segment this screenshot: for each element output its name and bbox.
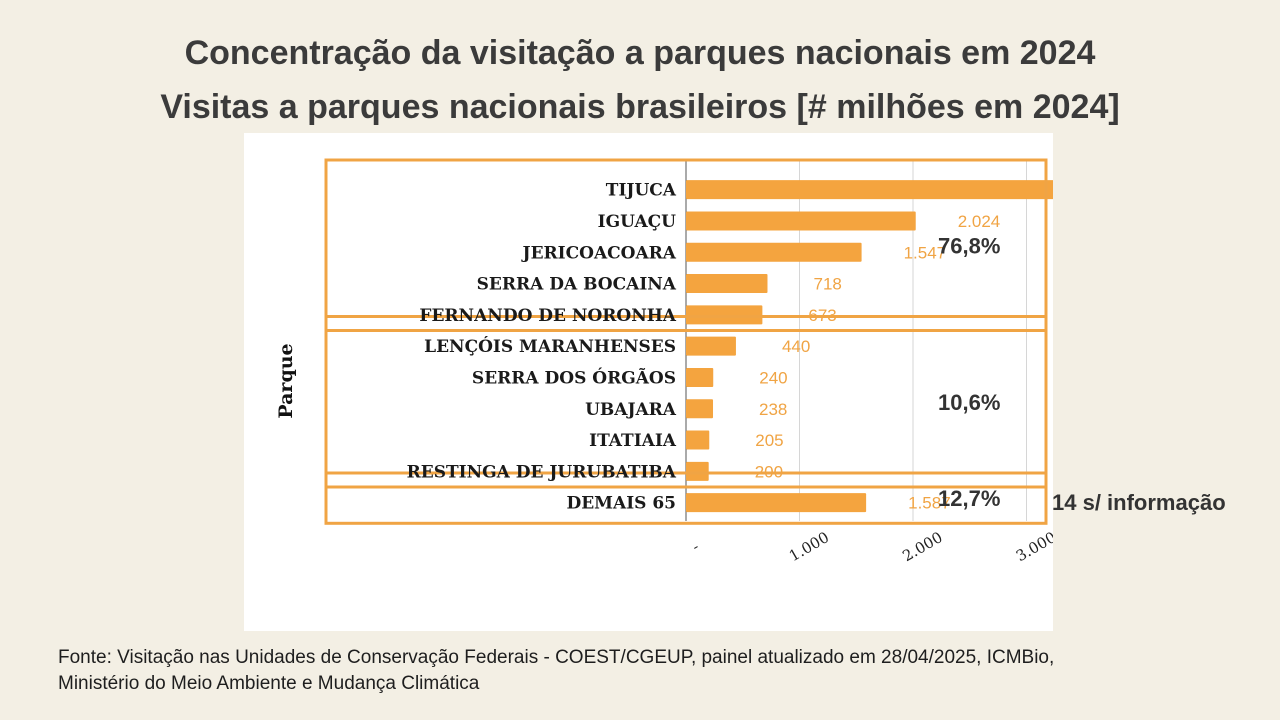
category-label: TIJUCA: [606, 181, 677, 201]
no-info-note: 14 s/ informação: [1052, 490, 1226, 515]
bar: [686, 493, 867, 513]
x-tick-label: -: [689, 538, 702, 556]
chart-title: Concentração da visitação a parques naci…: [184, 34, 1096, 72]
bar: [686, 211, 916, 231]
x-tick-label: 3.000: [1013, 528, 1053, 565]
bar: [686, 430, 710, 450]
bar-layer: [686, 180, 1053, 513]
category-label: ITATIAIA: [589, 431, 677, 451]
bar: [686, 399, 714, 419]
chart-panel: TIJUCA4.659IGUAÇU2.024JERICOACOARA1.547S…: [244, 133, 1053, 631]
bar-chart: TIJUCA4.659IGUAÇU2.024JERICOACOARA1.547S…: [275, 158, 1053, 566]
value-label: 2.024: [958, 212, 1001, 231]
group-share-label: 76,8%: [938, 233, 1000, 258]
x-tick-label: 1.000: [786, 528, 832, 565]
bar: [686, 274, 768, 294]
value-label: 673: [808, 306, 836, 325]
category-label: FERNANDO DE NORONHA: [419, 306, 676, 326]
bar: [686, 336, 736, 356]
bar: [686, 180, 1053, 200]
chart-subtitle: Visitas a parques nacionais brasileiros …: [160, 88, 1120, 126]
bar: [686, 461, 709, 481]
group-share-label: 12,7%: [938, 486, 1000, 511]
category-label: SERRA DA BOCAINA: [477, 275, 677, 295]
category-label: UBAJARA: [585, 400, 677, 420]
value-label: 440: [782, 337, 810, 356]
category-label: IGUAÇU: [598, 212, 676, 232]
text-layer: TIJUCA4.659IGUAÇU2.024JERICOACOARA1.547S…: [275, 181, 1053, 566]
bar: [686, 367, 714, 387]
bar: [686, 305, 763, 325]
value-label: 718: [813, 275, 841, 294]
value-label: 240: [759, 368, 787, 387]
source-line-1: Fonte: Visitação nas Unidades de Conserv…: [58, 647, 1055, 668]
source-note: Fonte: Visitação nas Unidades de Conserv…: [58, 645, 1258, 697]
value-label: 1.547: [904, 243, 947, 262]
bar: [686, 242, 862, 262]
value-label: 205: [755, 431, 783, 450]
x-tick-label: 2.000: [899, 528, 945, 565]
group-box: [324, 158, 1048, 332]
group-box-layer: [324, 158, 1048, 525]
category-label: DEMAIS 65: [566, 494, 676, 514]
category-label: JERICOACOARA: [521, 243, 677, 263]
y-axis-title: Parque: [275, 343, 297, 418]
value-label: 238: [759, 400, 787, 419]
group-share-label: 10,6%: [938, 390, 1000, 415]
category-label: LENÇÓIS MARANHENSES: [424, 336, 676, 357]
group-box: [324, 315, 1048, 489]
category-label: RESTINGA DE JURUBATIBA: [407, 462, 677, 482]
category-label: SERRA DOS ÓRGÃOS: [472, 366, 676, 388]
group-box: [324, 471, 1048, 525]
source-line-2: Ministério do Meio Ambiente e Mudança Cl…: [58, 673, 480, 694]
value-label: 1.587: [908, 494, 951, 513]
value-label: 200: [755, 462, 783, 481]
